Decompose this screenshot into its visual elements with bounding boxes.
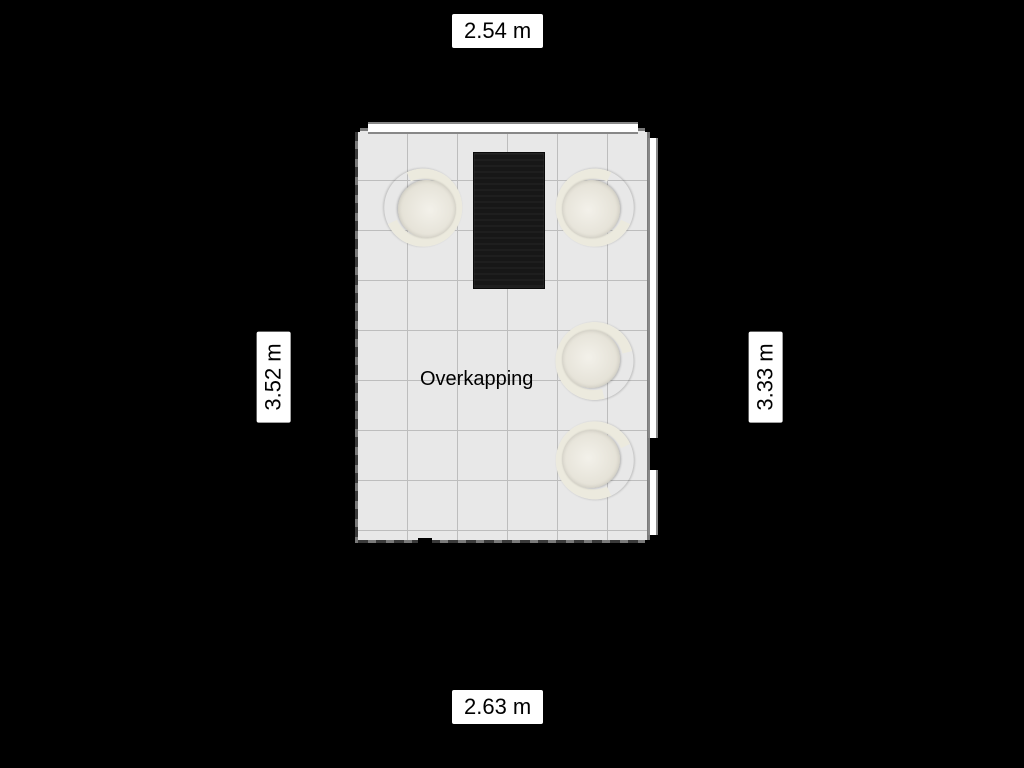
wall-bottom-dashed [358, 540, 647, 543]
dimension-right: 3.33 m [749, 331, 783, 422]
room-label: Overkapping [420, 368, 533, 391]
opening-right-upper [648, 138, 658, 438]
dimension-top: 2.54 m [452, 14, 543, 48]
table [473, 152, 545, 289]
opening-right-lower [648, 470, 658, 535]
dimension-left: 3.52 m [257, 331, 291, 422]
post-bottom-right [645, 540, 655, 550]
post-top-left [350, 122, 360, 132]
dimension-bottom: 2.63 m [452, 690, 543, 724]
post-bottom-notch [418, 538, 432, 546]
post-top-right [645, 122, 655, 132]
wall-left-dashed [355, 131, 358, 540]
opening-top [368, 122, 638, 134]
